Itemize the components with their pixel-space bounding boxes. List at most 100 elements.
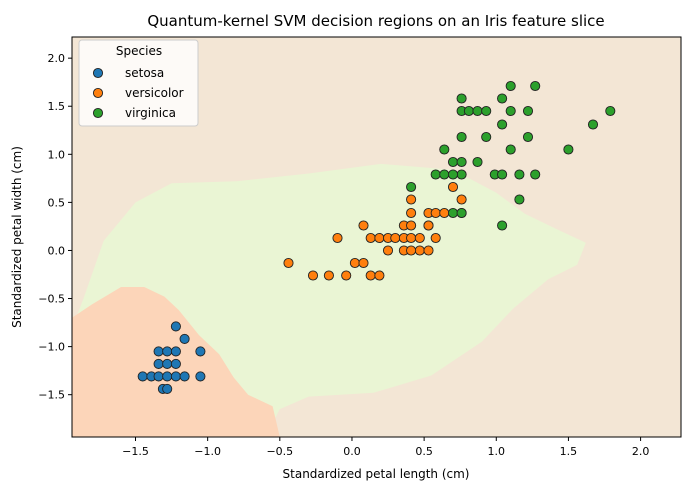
point-versicolor (365, 270, 376, 281)
point-versicolor (406, 220, 417, 231)
legend-marker-versicolor (92, 87, 104, 99)
x-tick-label: 0.0 (343, 445, 361, 458)
point-versicolor (414, 245, 425, 256)
legend-label-versicolor: versicolor (125, 86, 184, 100)
data-points (137, 80, 616, 394)
point-virginica (497, 220, 508, 231)
legend-title: Species (116, 44, 162, 58)
x-axis: −1.5 −1.0 −0.5 0.0 0.5 1.0 1.5 2.0 (122, 437, 649, 458)
point-versicolor (323, 270, 334, 281)
point-versicolor (382, 245, 394, 256)
point-setosa (162, 358, 173, 369)
point-setosa (195, 371, 206, 382)
point-virginica (456, 131, 467, 143)
y-axis: −1.5 −1.0 −0.5 0.0 0.5 1.0 1.5 2.0 (38, 52, 72, 402)
point-versicolor (390, 232, 401, 244)
point-versicolor (423, 245, 434, 256)
point-virginica (463, 105, 474, 117)
chart-title: Quantum-kernel SVM decision regions on a… (147, 12, 604, 30)
y-tick-label: −1.5 (38, 389, 65, 402)
y-tick-label: −0.5 (38, 293, 65, 306)
point-setosa (170, 358, 181, 369)
legend-label-virginica: virginica (125, 106, 176, 120)
point-virginica (505, 105, 516, 117)
point-virginica (439, 144, 450, 155)
legend-marker-virginica (92, 107, 104, 119)
region-versicolor (72, 163, 586, 437)
point-virginica (522, 131, 534, 143)
point-versicolor (374, 232, 385, 244)
y-tick-label: −1.0 (38, 341, 65, 354)
point-setosa (170, 321, 181, 332)
point-virginica (497, 93, 508, 104)
point-virginica (430, 169, 441, 180)
point-virginica (481, 105, 492, 117)
point-virginica (472, 105, 483, 117)
point-virginica (530, 169, 541, 180)
point-versicolor (406, 194, 417, 205)
point-versicolor (414, 232, 425, 244)
point-virginica (447, 207, 459, 219)
point-virginica (514, 194, 525, 205)
legend: Species setosa versicolor virginica (78, 39, 199, 127)
point-versicolor (406, 232, 417, 244)
point-setosa (179, 371, 190, 382)
point-versicolor (358, 257, 369, 269)
y-axis-label: Standardized petal width (cm) (10, 146, 24, 328)
point-setosa (170, 371, 181, 382)
point-virginica (497, 119, 508, 130)
point-setosa (153, 346, 164, 357)
y-tick-label: 0.0 (48, 244, 66, 257)
point-versicolor (358, 220, 369, 231)
point-virginica (456, 93, 467, 104)
point-virginica (447, 156, 459, 168)
point-virginica (605, 105, 616, 117)
x-tick-label: −0.5 (266, 445, 293, 458)
legend-box (78, 39, 199, 127)
y-tick-label: 1.5 (48, 100, 66, 113)
point-versicolor (341, 270, 352, 281)
point-virginica (563, 144, 574, 155)
x-tick-label: 2.0 (632, 445, 650, 458)
point-versicolor (439, 207, 450, 219)
legend-marker-setosa (92, 67, 104, 79)
point-setosa (153, 358, 164, 369)
point-virginica (514, 169, 525, 180)
point-virginica (456, 156, 467, 168)
point-setosa (179, 333, 190, 344)
point-versicolor (283, 257, 294, 269)
x-tick-label: 0.5 (415, 445, 433, 458)
point-versicolor (406, 207, 417, 219)
point-versicolor (423, 220, 434, 231)
point-virginica (530, 80, 541, 92)
point-setosa (137, 371, 148, 382)
point-virginica (456, 169, 467, 180)
point-versicolor (332, 232, 343, 244)
point-virginica (472, 156, 483, 168)
point-virginica (505, 144, 516, 155)
point-versicolor (456, 194, 467, 205)
point-versicolor (447, 181, 459, 193)
point-virginica (522, 105, 534, 117)
point-versicolor (365, 232, 376, 244)
y-tick-label: 2.0 (48, 52, 66, 65)
point-setosa (162, 371, 173, 382)
x-tick-label: 1.0 (488, 445, 506, 458)
point-virginica (406, 181, 417, 193)
point-versicolor (406, 245, 417, 256)
point-versicolor (430, 232, 441, 244)
point-virginica (447, 169, 459, 180)
point-setosa (153, 371, 164, 382)
x-tick-label: −1.0 (194, 445, 221, 458)
point-virginica (456, 207, 467, 219)
point-virginica (439, 169, 450, 180)
y-tick-label: 0.5 (48, 196, 66, 209)
point-versicolor (349, 257, 360, 269)
legend-label-setosa: setosa (125, 66, 164, 80)
point-virginica (505, 80, 516, 92)
point-setosa (162, 346, 173, 357)
point-setosa (162, 383, 173, 394)
point-virginica (587, 119, 599, 130)
point-setosa (195, 346, 206, 357)
